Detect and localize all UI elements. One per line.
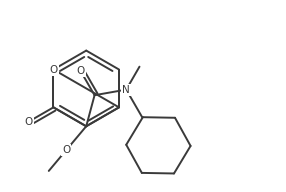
Text: O: O bbox=[49, 65, 57, 74]
Text: N: N bbox=[122, 85, 130, 95]
Text: O: O bbox=[62, 145, 70, 155]
Text: O: O bbox=[25, 117, 33, 127]
Text: O: O bbox=[76, 66, 84, 76]
